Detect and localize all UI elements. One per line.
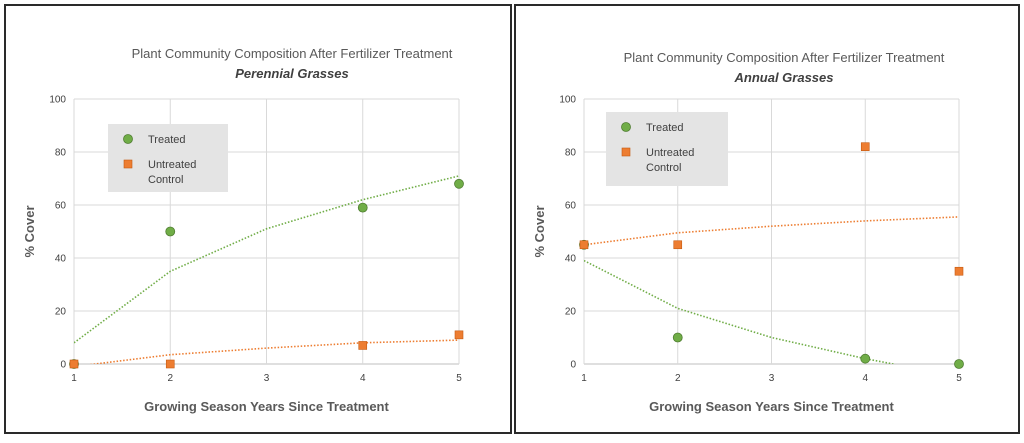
chart-panel-perennial-grasses: Plant Community Composition After Fertil… xyxy=(4,4,512,434)
x-tick-label: 3 xyxy=(264,373,270,384)
data-point-untreated-control xyxy=(673,240,683,250)
data-point-treated xyxy=(357,202,368,213)
y-axis-label: % Cover xyxy=(532,205,547,257)
x-tick-label: 5 xyxy=(956,373,962,384)
y-tick-label: 20 xyxy=(55,307,67,318)
x-tick-label: 4 xyxy=(862,373,868,384)
x-axis-label: Growing Season Years Since Treatment xyxy=(649,399,894,414)
legend-marker-untreated-control xyxy=(621,147,631,157)
data-point-untreated-control xyxy=(165,359,175,369)
legend-label-control: Control xyxy=(148,174,183,186)
y-tick-label: 0 xyxy=(60,360,66,371)
chart-title: Plant Community Composition After Fertil… xyxy=(132,46,453,61)
y-tick-label: 100 xyxy=(49,95,66,106)
data-point-treated xyxy=(954,359,964,369)
legend-label-treated: Treated xyxy=(646,122,684,134)
x-axis-label: Growing Season Years Since Treatment xyxy=(144,399,389,414)
y-tick-label: 0 xyxy=(570,360,576,371)
data-point-untreated-control xyxy=(579,240,589,250)
y-tick-label: 40 xyxy=(565,254,577,265)
trendline-untreated-control xyxy=(584,216,959,246)
x-tick-label: 5 xyxy=(456,373,462,384)
annual-grasses-chart: Plant Community Composition After Fertil… xyxy=(532,50,964,414)
data-point-untreated-control xyxy=(454,330,464,340)
legend-marker-untreated-control xyxy=(123,159,133,169)
data-point-untreated-control xyxy=(860,142,870,151)
x-tick-label: 3 xyxy=(769,373,775,384)
x-tick-label: 4 xyxy=(360,373,366,384)
trendline-treated xyxy=(74,175,459,344)
y-axis-label: % Cover xyxy=(22,205,37,257)
y-tick-label: 60 xyxy=(55,201,67,212)
y-tick-label: 100 xyxy=(559,95,576,106)
y-tick-label: 80 xyxy=(55,148,67,159)
trendline-treated xyxy=(584,259,894,364)
chart-panel-annual-grasses: Plant Community Composition After Fertil… xyxy=(514,4,1020,434)
chart-subtitle: Perennial Grasses xyxy=(235,66,348,81)
perennial-grasses-chart: Plant Community Composition After Fertil… xyxy=(22,46,464,414)
chart-title: Plant Community Composition After Fertil… xyxy=(624,50,945,65)
chart-subtitle: Annual Grasses xyxy=(734,70,834,85)
y-tick-label: 40 xyxy=(55,254,67,265)
y-tick-label: 60 xyxy=(565,201,577,212)
data-point-treated xyxy=(860,353,871,364)
y-tick-label: 20 xyxy=(565,307,577,318)
x-tick-label: 1 xyxy=(71,373,77,384)
x-tick-label: 2 xyxy=(675,373,681,384)
legend-label-untreated: Untreated xyxy=(148,159,196,171)
legend-marker-treated xyxy=(621,122,631,132)
data-point-untreated-control xyxy=(69,359,79,369)
x-tick-label: 1 xyxy=(581,373,587,384)
data-point-untreated-control xyxy=(954,266,964,276)
data-point-treated xyxy=(454,178,464,189)
data-point-treated xyxy=(165,226,176,237)
data-point-untreated-control xyxy=(358,341,368,350)
legend-marker-treated xyxy=(123,134,133,144)
legend-label-control: Control xyxy=(646,162,681,174)
y-tick-label: 80 xyxy=(565,148,577,159)
legend-label-untreated: Untreated xyxy=(646,147,694,159)
legend-label-treated: Treated xyxy=(148,134,186,146)
data-point-treated xyxy=(672,332,683,343)
x-tick-label: 2 xyxy=(167,373,173,384)
